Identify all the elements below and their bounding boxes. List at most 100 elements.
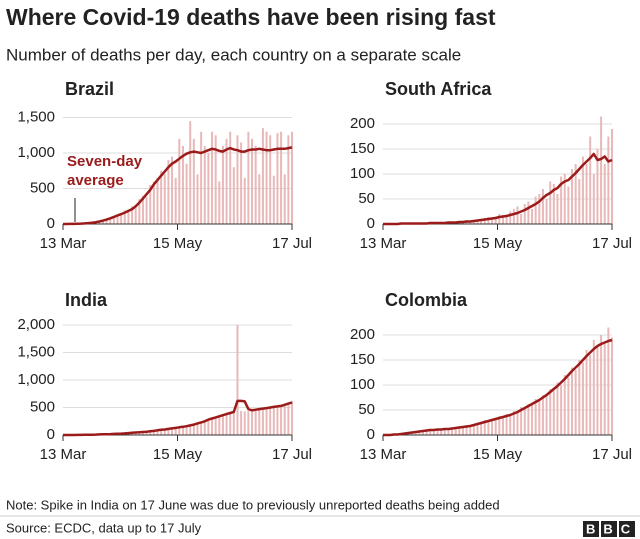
bar — [247, 131, 250, 224]
y-tick-label: 150 — [350, 351, 375, 368]
bar — [283, 404, 286, 435]
bar — [458, 426, 461, 435]
x-tick-label: 17 Jul — [592, 446, 632, 463]
y-tick-label: 0 — [367, 215, 375, 232]
bar — [258, 174, 261, 224]
bar — [560, 385, 563, 435]
source: Source: ECDC, data up to 17 July — [6, 520, 202, 535]
bar — [141, 431, 144, 435]
bar — [232, 167, 235, 224]
bar — [589, 136, 592, 224]
bar — [581, 362, 584, 435]
bar — [127, 209, 130, 224]
bar — [567, 186, 570, 224]
panel-title: Brazil — [65, 79, 114, 99]
bar — [512, 411, 515, 435]
bar — [138, 199, 141, 224]
bar — [272, 175, 275, 224]
bar — [491, 418, 494, 435]
bar — [574, 370, 577, 435]
x-tick-label: 13 Mar — [360, 235, 407, 252]
bar — [240, 410, 243, 435]
bar — [487, 217, 490, 224]
y-tick-label: 0 — [367, 426, 375, 443]
bar — [534, 399, 537, 435]
bar — [174, 427, 177, 435]
bar — [254, 409, 257, 435]
bar — [505, 414, 508, 435]
y-tick-label: 2,000 — [17, 316, 55, 333]
bar — [607, 136, 610, 224]
bar — [243, 411, 246, 435]
y-tick-label: 1,500 — [17, 343, 55, 360]
bar — [236, 135, 239, 224]
bar — [178, 427, 181, 435]
bar — [589, 355, 592, 435]
y-tick-label: 0 — [47, 426, 55, 443]
bar — [251, 138, 254, 224]
bar — [436, 429, 439, 435]
x-tick-label: 15 May — [473, 446, 523, 463]
bar — [291, 400, 293, 435]
bar — [531, 405, 534, 435]
x-tick-label: 15 May — [153, 235, 203, 252]
bar — [534, 196, 537, 224]
bar — [600, 116, 603, 224]
x-tick-label: 13 Mar — [360, 446, 407, 463]
bar — [498, 214, 501, 224]
bar — [109, 217, 112, 224]
bar — [607, 327, 610, 435]
average-line — [383, 338, 613, 437]
bar — [592, 174, 595, 224]
bar — [287, 403, 290, 435]
bar — [167, 428, 170, 435]
x-tick-label: 15 May — [153, 446, 203, 463]
bar — [189, 121, 192, 224]
x-tick-label: 17 Jul — [272, 235, 312, 252]
bar — [272, 406, 275, 435]
logo: BBC — [586, 521, 638, 536]
bar — [149, 184, 152, 224]
logo-box — [619, 521, 635, 537]
panel-title: Colombia — [385, 290, 468, 310]
bar — [491, 219, 494, 224]
bar — [171, 156, 174, 224]
bar — [440, 430, 443, 435]
y-tick-label: 50 — [358, 401, 375, 418]
note: Note: Spike in India on 17 June was due … — [6, 497, 500, 512]
bar — [280, 131, 283, 224]
page-subtitle: Number of deaths per day, each country o… — [6, 45, 461, 64]
bar — [192, 424, 195, 435]
bar — [265, 408, 268, 435]
bar — [578, 360, 581, 435]
bar — [280, 405, 283, 435]
bar — [443, 428, 446, 435]
x-tick-label: 15 May — [473, 235, 523, 252]
bar — [472, 424, 475, 435]
bar — [112, 216, 115, 224]
bar — [116, 214, 119, 224]
bar — [421, 430, 424, 435]
bar — [214, 416, 217, 435]
bar — [258, 409, 261, 435]
bar — [229, 411, 232, 435]
bar — [200, 131, 203, 224]
bar — [254, 145, 257, 224]
bar — [181, 426, 184, 435]
bar — [229, 131, 232, 224]
bar — [585, 350, 588, 435]
y-tick-label: 200 — [350, 115, 375, 132]
bar — [545, 199, 548, 224]
bar — [203, 145, 206, 224]
average-line — [383, 152, 613, 226]
bar — [149, 431, 152, 435]
bar — [181, 145, 184, 224]
bar — [211, 131, 214, 224]
bar — [476, 423, 479, 435]
bar — [261, 128, 264, 224]
bar — [578, 179, 581, 224]
bar — [541, 189, 544, 224]
bar — [163, 174, 166, 224]
bar — [185, 425, 188, 435]
bar — [101, 220, 104, 224]
